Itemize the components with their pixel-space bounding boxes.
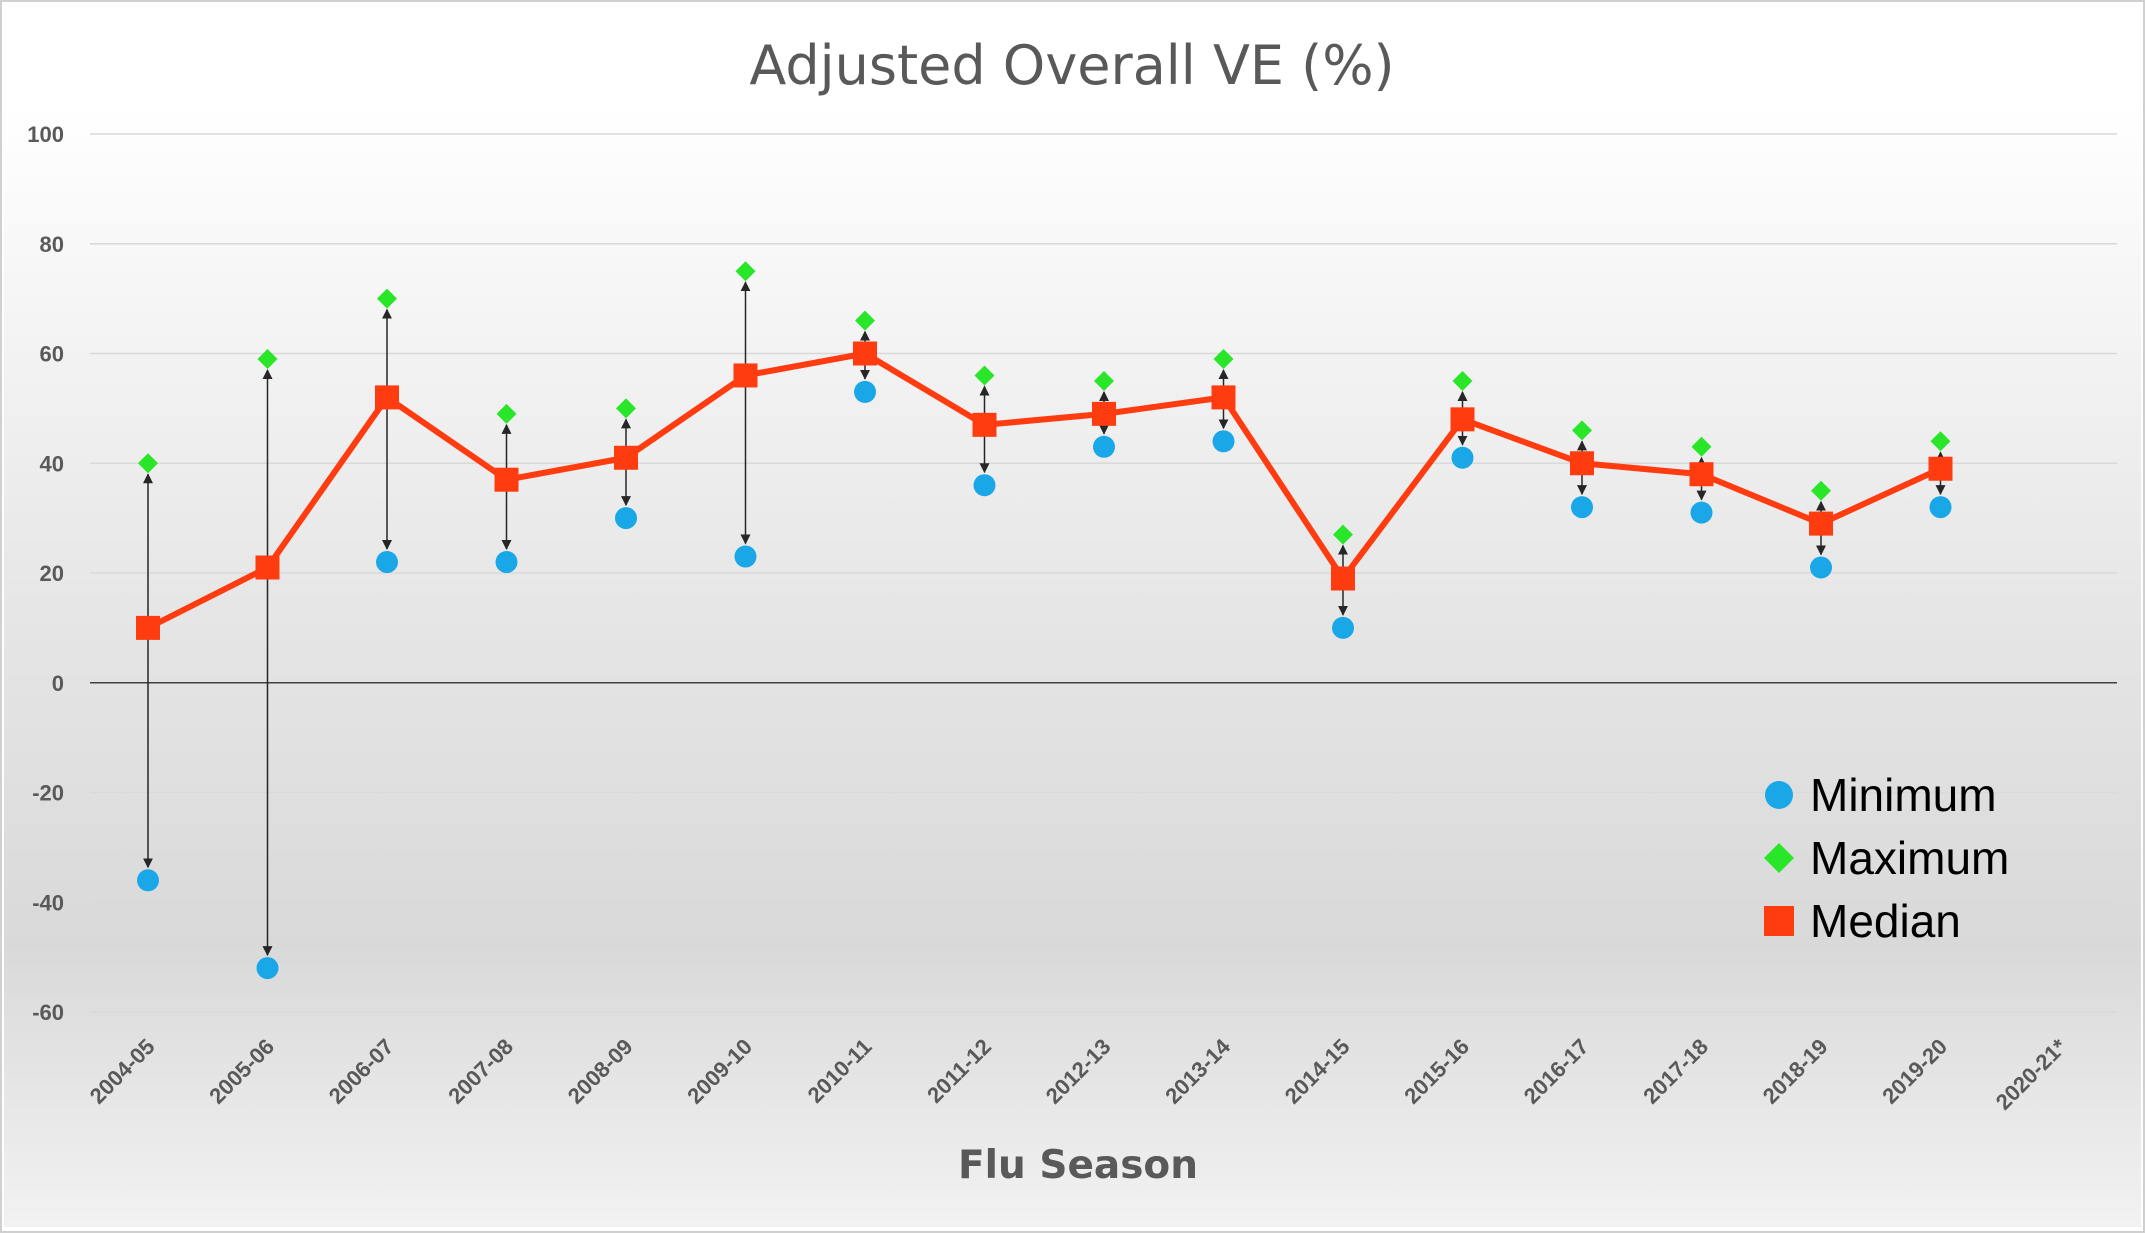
median-point bbox=[1809, 511, 1833, 536]
median-point bbox=[255, 555, 280, 580]
minimum-point bbox=[1332, 616, 1354, 639]
y-tick-label: -60 bbox=[32, 1000, 64, 1025]
maximum-point bbox=[1452, 370, 1473, 391]
chart-title: Adjusted Overall VE (%) bbox=[749, 34, 1394, 97]
maximum-point bbox=[257, 348, 278, 369]
minimum-point bbox=[973, 474, 996, 497]
maximum-point bbox=[1333, 524, 1353, 545]
median-point bbox=[1450, 407, 1475, 432]
y-tick-label: 60 bbox=[40, 342, 64, 367]
median-point bbox=[494, 467, 519, 492]
minimum-point bbox=[1451, 446, 1474, 469]
y-tick-label: 0 bbox=[52, 671, 64, 696]
maximum-point bbox=[616, 398, 636, 419]
y-tick-label: 20 bbox=[40, 561, 64, 586]
maximum-point bbox=[377, 288, 397, 309]
median-point bbox=[853, 341, 877, 366]
median-point bbox=[1928, 456, 1953, 481]
median-point bbox=[1211, 385, 1236, 410]
median-point bbox=[136, 615, 160, 640]
y-tick-label: 80 bbox=[40, 232, 64, 257]
legend-label: Maximum bbox=[1810, 832, 2009, 884]
minimum-point bbox=[1093, 435, 1115, 458]
minimum-point bbox=[1690, 501, 1713, 524]
plot-background bbox=[4, 102, 2141, 1227]
legend-item-maximum: Maximum bbox=[1764, 832, 2009, 884]
minimum-point bbox=[615, 507, 637, 530]
legend-square-marker bbox=[1764, 906, 1794, 936]
maximum-point bbox=[1572, 420, 1592, 441]
median-point bbox=[733, 363, 758, 388]
minimum-point bbox=[734, 545, 757, 568]
legend-label: Minimum bbox=[1810, 769, 1997, 821]
maximum-point bbox=[855, 310, 875, 331]
x-axis-label: Flu Season bbox=[958, 1143, 1198, 1188]
median-point bbox=[1570, 451, 1594, 476]
median-point bbox=[614, 445, 638, 470]
median-point bbox=[1689, 462, 1714, 487]
median-point bbox=[1092, 401, 1116, 426]
minimum-point bbox=[1571, 496, 1593, 519]
median-series-line bbox=[146, 350, 1942, 631]
maximum-point bbox=[1811, 480, 1831, 501]
minimum-point bbox=[854, 380, 876, 403]
legend-circle-marker bbox=[1765, 781, 1793, 809]
maximum-point bbox=[496, 403, 517, 424]
maximum-point bbox=[1691, 436, 1712, 457]
minimum-point bbox=[137, 869, 159, 892]
legend-item-median: Median bbox=[1764, 895, 1961, 947]
y-tick-label: 100 bbox=[27, 122, 64, 147]
median-line-layer bbox=[146, 350, 1942, 631]
maximum-point bbox=[1094, 370, 1114, 391]
minimum-point bbox=[1810, 556, 1832, 579]
maximum-point bbox=[1930, 431, 1951, 452]
maximum-point bbox=[974, 365, 995, 386]
maximum-point bbox=[138, 453, 158, 474]
data-markers bbox=[136, 261, 1953, 980]
median-point bbox=[972, 412, 997, 437]
minimum-point bbox=[1929, 496, 1952, 519]
legend-diamond-marker bbox=[1764, 843, 1794, 873]
y-tick-labels: 100 80 60 40 20 0 -20 -40 -60 bbox=[27, 122, 64, 1025]
maximum-point bbox=[735, 261, 756, 282]
maximum-point bbox=[1213, 348, 1234, 369]
minimum-point bbox=[495, 551, 518, 574]
minimum-point bbox=[376, 551, 398, 574]
minimum-point bbox=[1212, 430, 1235, 453]
y-tick-label: -40 bbox=[32, 890, 64, 915]
median-point bbox=[375, 385, 399, 410]
minimum-point bbox=[256, 957, 279, 980]
y-tick-label: -20 bbox=[32, 781, 64, 806]
y-tick-label: 40 bbox=[40, 451, 64, 476]
legend: Minimum Maximum Median bbox=[1764, 769, 2009, 947]
legend-item-minimum: Minimum bbox=[1765, 769, 1997, 821]
legend-label: Median bbox=[1810, 895, 1961, 947]
median-point bbox=[1331, 566, 1355, 591]
